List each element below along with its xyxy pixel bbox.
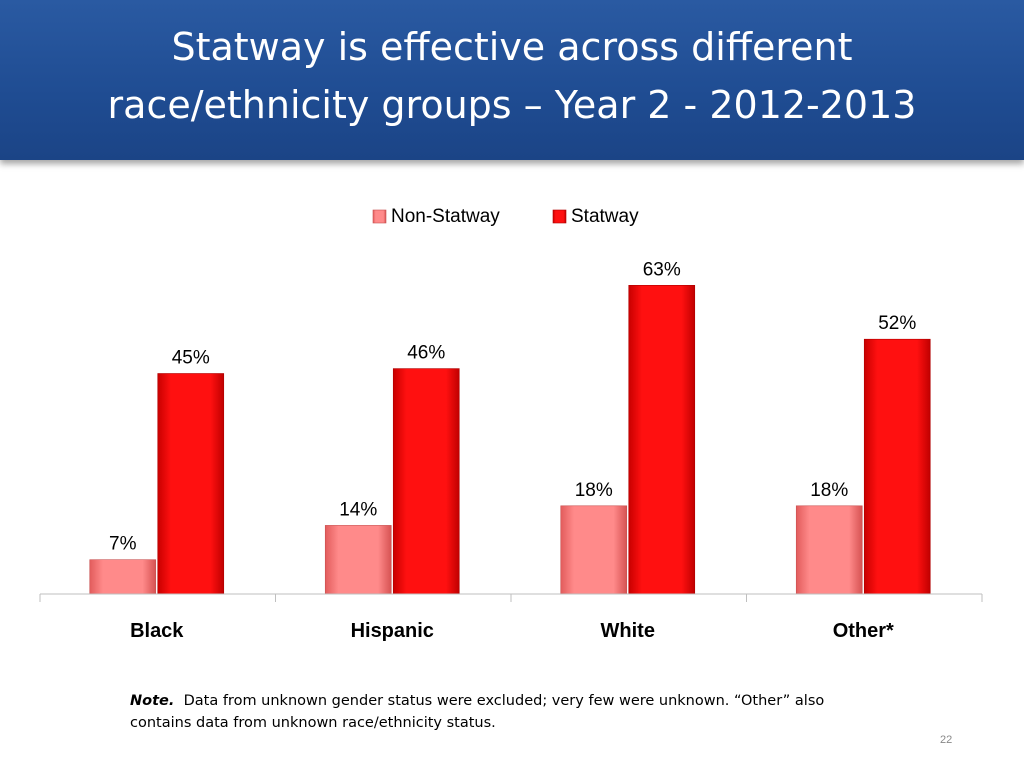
legend-label: Statway <box>571 206 639 227</box>
bar-non-statway <box>560 505 628 595</box>
bar-statway <box>157 373 225 595</box>
data-label: 7% <box>109 534 137 555</box>
x-tick-label: Other* <box>833 620 894 642</box>
bar-chart: Non-Statway Statway 7% 45% 14% 46% 18% 63% 18% 5… <box>39 206 983 642</box>
title-bar <box>0 0 1024 160</box>
x-tick-label: White <box>601 620 655 642</box>
slide-title-line-2: race/ethnicity groups – Year 2 - 2012-20… <box>107 83 917 127</box>
data-label: 63% <box>643 259 681 280</box>
data-label: 18% <box>575 480 613 501</box>
footnote-label: Note. <box>130 693 175 709</box>
bar-statway <box>628 285 696 595</box>
bar-non-statway <box>795 505 863 595</box>
data-label: 45% <box>172 348 210 369</box>
legend-swatch <box>552 209 567 224</box>
x-tick-label: Black <box>130 620 184 642</box>
footnote-text: Data from unknown gender status were exc… <box>130 693 825 731</box>
slide-title-line-1: Statway is effective across different <box>171 25 853 69</box>
x-tick-label: Hispanic <box>351 620 434 642</box>
data-label: 46% <box>407 343 445 364</box>
chart-legend: Non-Statway Statway <box>372 206 639 227</box>
bar-statway <box>392 368 460 595</box>
bar-non-statway <box>324 525 392 595</box>
data-label: 18% <box>810 480 848 501</box>
data-label: 52% <box>878 313 916 334</box>
bar-statway <box>863 338 931 595</box>
slide-title: Statway is effective across different ra… <box>0 18 1024 134</box>
footnote: Note. Data from unknown gender status we… <box>130 690 890 734</box>
legend-label: Non-Statway <box>391 206 500 227</box>
data-label: 14% <box>339 499 377 520</box>
page-number: 22 <box>940 734 953 746</box>
x-axis: Black Hispanic White Other* <box>39 593 983 642</box>
bar-non-statway <box>89 559 157 595</box>
legend-swatch <box>372 209 387 224</box>
bars-group: 7% 45% 14% 46% 18% 63% 18% 52% <box>89 259 931 595</box>
